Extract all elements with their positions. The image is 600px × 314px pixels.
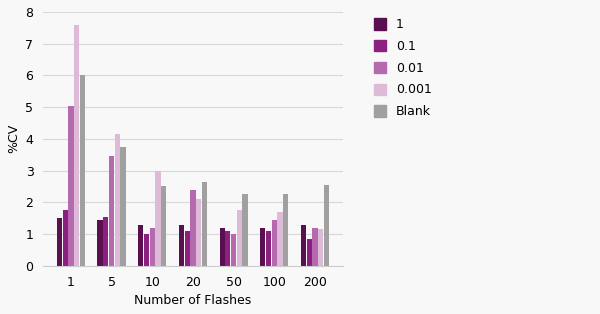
- Bar: [185, 231, 190, 266]
- Bar: [283, 194, 288, 266]
- Bar: [120, 147, 125, 266]
- Bar: [80, 75, 85, 266]
- Bar: [260, 228, 265, 266]
- Bar: [231, 234, 236, 266]
- Bar: [115, 134, 120, 266]
- Bar: [236, 210, 242, 266]
- Bar: [272, 220, 277, 266]
- Bar: [97, 220, 103, 266]
- Bar: [307, 239, 312, 266]
- Bar: [144, 234, 149, 266]
- Legend: 1, 0.1, 0.01, 0.001, Blank: 1, 0.1, 0.01, 0.001, Blank: [374, 18, 432, 118]
- Bar: [277, 212, 283, 266]
- Bar: [179, 225, 184, 266]
- Bar: [190, 190, 196, 266]
- Bar: [318, 229, 323, 266]
- Bar: [225, 231, 230, 266]
- Bar: [149, 228, 155, 266]
- Bar: [196, 199, 201, 266]
- X-axis label: Number of Flashes: Number of Flashes: [134, 294, 251, 307]
- Bar: [220, 228, 225, 266]
- Bar: [266, 231, 271, 266]
- Bar: [323, 185, 329, 266]
- Bar: [103, 217, 109, 266]
- Bar: [312, 228, 317, 266]
- Bar: [62, 210, 68, 266]
- Bar: [68, 106, 74, 266]
- Bar: [74, 24, 79, 266]
- Bar: [161, 187, 166, 266]
- Bar: [57, 218, 62, 266]
- Bar: [301, 225, 306, 266]
- Bar: [155, 171, 161, 266]
- Bar: [202, 182, 207, 266]
- Y-axis label: %CV: %CV: [7, 124, 20, 154]
- Bar: [138, 225, 143, 266]
- Bar: [242, 194, 248, 266]
- Bar: [109, 156, 114, 266]
